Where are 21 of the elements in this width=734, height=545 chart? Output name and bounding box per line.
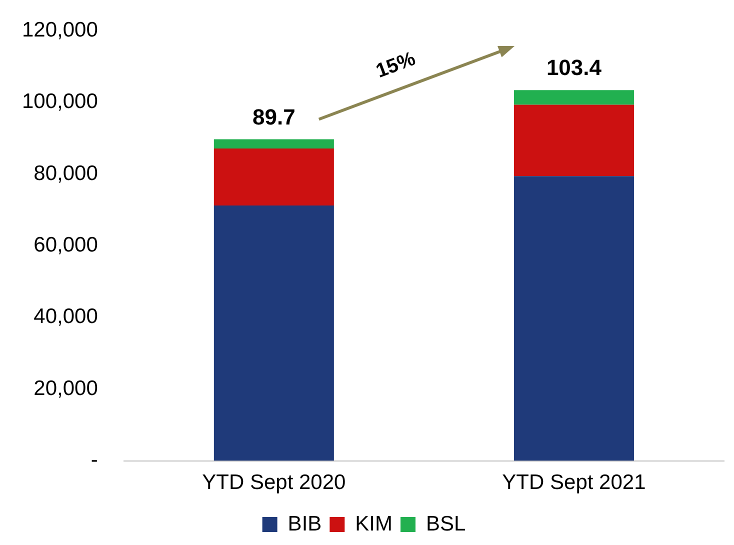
legend-label: KIM: [355, 512, 393, 536]
annotation: 89.7: [252, 104, 296, 130]
x-tick-label: YTD Sept 2020: [202, 471, 346, 494]
y-tick-label: 120,000: [22, 18, 98, 42]
y-tick-label: 40,000: [34, 305, 98, 328]
y-tick-label: -: [90, 448, 98, 472]
y-tick-label: 100,000: [22, 90, 98, 114]
y-tick-label: 20,000: [34, 376, 98, 400]
bar: [514, 90, 634, 105]
y-tick-label: 80,000: [34, 162, 98, 185]
bar: [514, 104, 634, 176]
bar: [214, 139, 334, 149]
annotation: 103.4: [546, 55, 602, 80]
bar: [514, 176, 634, 461]
x-tick-label: YTD Sept 2021: [502, 471, 646, 494]
legend-label: BSL: [426, 512, 466, 536]
annotation: 15%: [373, 48, 419, 83]
bar: [214, 206, 334, 461]
y-tick-label: 60,000: [34, 233, 98, 256]
bar: [214, 148, 334, 206]
legend-label: BIB: [288, 512, 322, 536]
